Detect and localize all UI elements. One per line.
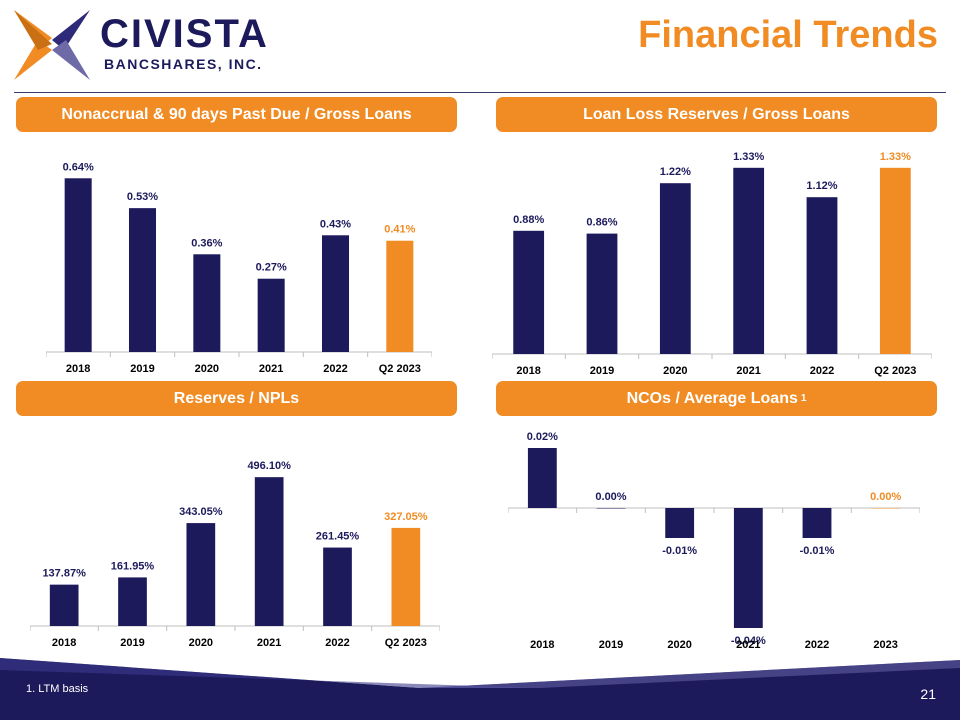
reserves-npls-category-label-3: 2021 [257,637,281,649]
page-title: Financial Trends [638,14,938,56]
nonaccrual-bar-3 [257,278,285,352]
reserves-npls-bar-4 [323,547,352,626]
loan-loss-category-label-1: 2019 [590,365,614,377]
header-divider [14,92,946,93]
nonaccrual-data-label-0: 0.64% [63,161,94,173]
nonaccrual-category-label-0: 2018 [66,363,90,375]
loan-loss-category-label-4: 2022 [810,365,834,377]
loan-loss-data-label-5: 1.33% [880,151,911,163]
brand-name: CIVISTA [100,12,269,56]
ncos-category-label-1: 2019 [599,639,623,651]
loan-loss-data-label-0: 0.88% [513,214,544,226]
ncos-bar-3 [733,508,763,628]
ncos-bar-1 [596,508,626,509]
ncos-data-label-3: -0.04% [731,635,766,647]
footnote: 1. LTM basis [26,683,89,695]
nonaccrual-bar-0 [64,178,92,352]
ncos-data-label-1: 0.00% [595,491,626,503]
nonaccrual-category-label-5: Q2 2023 [379,363,421,375]
reserves-npls-bar-1 [118,577,147,626]
panel-header-loan-loss: Loan Loss Reserves / Gross Loans [496,97,937,132]
nonaccrual-category-label-3: 2021 [259,363,283,375]
nonaccrual-data-label-2: 0.36% [191,237,222,249]
reserves-npls-data-label-5: 327.05% [384,511,428,523]
ncos-bar-4 [802,508,832,538]
nonaccrual-category-label-1: 2019 [130,363,154,375]
reserves-npls-bar-0 [49,584,79,626]
civista-logo-mark [14,10,90,80]
nonaccrual-bar-2 [193,254,221,352]
footer-band [0,658,960,720]
loan-loss-data-label-2: 1.22% [660,166,691,178]
nonaccrual-category-label-4: 2022 [323,363,347,375]
nonaccrual-data-label-1: 0.53% [127,191,158,203]
ncos-data-label-4: -0.01% [800,545,835,557]
nonaccrual-category-label-2: 2020 [195,363,219,375]
reserves-npls-data-label-4: 261.45% [316,531,360,543]
loan-loss-bar-1 [586,233,618,354]
chart-loan-loss-reserves: 0.88% 2018 0.86% 2019 1.22% 2020 1.33% 2021 1.12… [492,151,932,377]
brand-subtitle: BANCSHARES, INC. [104,56,263,72]
ncos-bar-0 [527,448,557,508]
loan-loss-category-label-3: 2021 [736,365,760,377]
reserves-npls-bar-5 [391,527,421,626]
loan-loss-data-label-3: 1.33% [733,151,764,163]
chart-reserves-npls: 137.87% 2018 161.95% 2019 343.05% 2020 496.10%… [30,460,440,649]
nonaccrual-data-label-3: 0.27% [256,262,287,274]
ncos-data-label-5: 0.00% [870,491,901,503]
nonaccrual-data-label-5: 0.41% [384,224,415,236]
loan-loss-bar-4 [806,197,838,354]
reserves-npls-category-label-0: 2018 [52,637,76,649]
nonaccrual-data-label-4: 0.43% [320,218,351,230]
reserves-npls-category-label-2: 2020 [189,637,213,649]
ncos-category-label-0: 2018 [530,639,554,651]
loan-loss-category-label-2: 2020 [663,365,687,377]
panel-header-nonaccrual: Nonaccrual & 90 days Past Due / Gross Lo… [16,97,457,132]
ncos-data-label-0: 0.02% [527,431,558,443]
reserves-npls-bar-2 [186,523,216,626]
loan-loss-data-label-4: 1.12% [806,180,837,192]
ncos-category-label-2: 2020 [667,639,691,651]
loan-loss-bar-5 [879,167,911,354]
reserves-npls-category-label-5: Q2 2023 [385,637,427,649]
ncos-bar-2 [665,508,695,538]
chart-ncos-average-loans: 0.02% 2018 0.00% 2019 -0.01% 2020 -0.04%2021 -0… [508,431,920,651]
panel-title-nonaccrual: Nonaccrual & 90 days Past Due / Gross Lo… [61,105,412,123]
reserves-npls-data-label-2: 343.05% [179,506,223,518]
reserves-npls-data-label-1: 161.95% [111,560,155,572]
nonaccrual-bar-5 [386,240,414,352]
panel-header-reserves-npls: Reserves / NPLs [16,381,457,416]
ncos-bar-5 [871,508,901,509]
ncos-category-label-3: 2021 [736,639,760,651]
panel-title-ncos-footnote-mark: 1 [800,393,807,404]
loan-loss-bar-0 [513,230,545,354]
panel-title-loan-loss: Loan Loss Reserves / Gross Loans [583,105,850,123]
nonaccrual-bar-4 [321,235,350,352]
panel-title-ncos: NCOs / Average Loans [626,389,798,407]
reserves-npls-category-label-4: 2022 [325,637,349,649]
reserves-npls-category-label-1: 2019 [120,637,144,649]
loan-loss-bar-2 [659,183,691,354]
reserves-npls-bar-3 [254,477,284,626]
loan-loss-category-label-5: Q2 2023 [874,365,916,377]
reserves-npls-data-label-3: 496.10% [247,460,291,472]
loan-loss-data-label-1: 0.86% [586,217,617,229]
loan-loss-bar-3 [733,167,765,354]
page-number: 21 [920,686,936,702]
ncos-category-label-4: 2022 [805,639,829,651]
chart-nonaccrual: 0.64% 2018 0.53% 2019 0.36% 2020 0.27% 2021 0.43… [46,161,432,375]
reserves-npls-data-label-0: 137.87% [42,568,86,580]
panel-header-ncos: NCOs / Average Loans 1 [496,381,937,416]
loan-loss-category-label-0: 2018 [516,365,540,377]
ncos-data-label-2: -0.01% [662,545,697,557]
ncos-category-label-5: 2023 [873,639,897,651]
nonaccrual-bar-1 [128,208,157,352]
panel-title-reserves-npls: Reserves / NPLs [173,389,300,407]
